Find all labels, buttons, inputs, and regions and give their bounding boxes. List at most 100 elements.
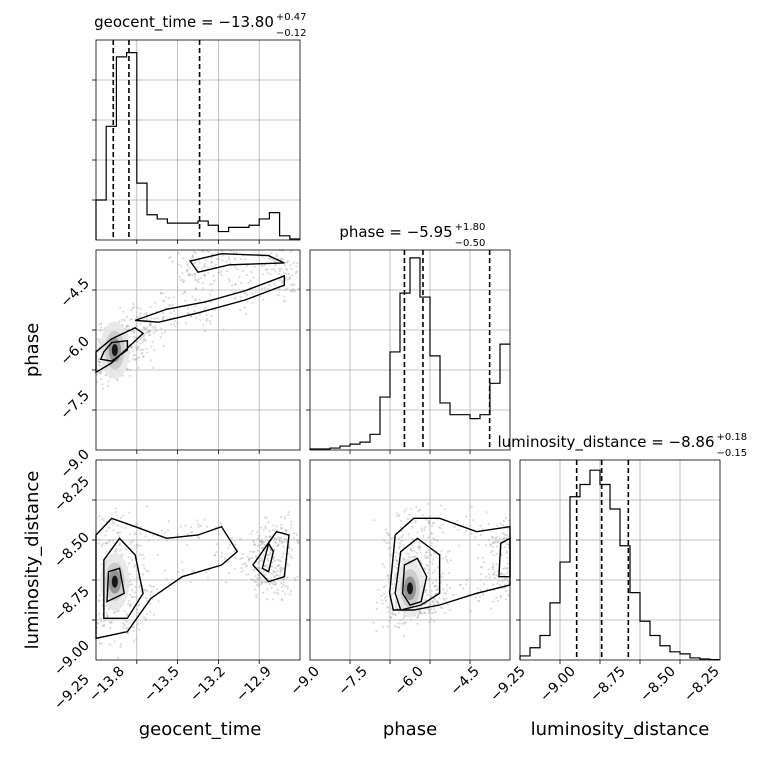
- luminosity_distance-vs-geocent_time-sample-point: [266, 588, 269, 591]
- luminosity_distance-vs-geocent_time-sample-point: [146, 599, 149, 602]
- luminosity_distance-vs-geocent_time-sample-point: [263, 564, 267, 568]
- luminosity_distance-vs-geocent_time-sample-point: [160, 529, 163, 532]
- phase-vs-geocent_time-sample-point: [210, 261, 213, 264]
- luminosity_distance-vs-geocent_time-sample-point: [189, 581, 192, 584]
- luminosity_distance-vs-geocent_time-sample-point: [281, 552, 285, 555]
- luminosity_distance-vs-geocent_time-sample-point: [274, 571, 277, 574]
- luminosity_distance-vs-phase-sample-point: [495, 573, 498, 577]
- luminosity_distance-vs-geocent_time-sample-point: [114, 511, 117, 514]
- luminosity_distance-vs-phase-sample-point: [501, 579, 504, 582]
- phase-vs-geocent_time-sample-point: [213, 308, 216, 312]
- phase-vs-geocent_time-sample-point: [143, 313, 146, 316]
- luminosity_distance-vs-phase-sample-point: [388, 577, 391, 580]
- luminosity_distance-vs-geocent_time-sample-point: [253, 543, 256, 547]
- phase-vs-geocent_time-sample-point: [239, 308, 242, 312]
- luminosity_distance-vs-geocent_time-sample-point: [197, 525, 200, 528]
- phase-vs-geocent_time-sample-point: [135, 322, 138, 325]
- phase-vs-geocent_time-sample-point: [278, 267, 281, 270]
- phase-vs-geocent_time-sample-point: [239, 257, 242, 261]
- phase-vs-geocent_time-sample-point: [264, 268, 267, 271]
- luminosity_distance-vs-phase-sample-point: [373, 519, 376, 522]
- luminosity_distance-vs-geocent_time-sample-point: [205, 571, 208, 574]
- luminosity_distance-vs-geocent_time-sample-point: [165, 578, 168, 581]
- luminosity_distance-vs-geocent_time-sample-point: [111, 521, 114, 524]
- phase-vs-geocent_time-sample-point: [245, 273, 249, 277]
- luminosity_distance-vs-geocent_time-sample-point: [256, 581, 259, 584]
- luminosity_distance-vs-phase-sample-point: [435, 588, 439, 591]
- luminosity_distance-vs-phase-sample-point: [481, 556, 484, 560]
- luminosity_distance-vs-geocent_time-sample-point: [268, 583, 271, 586]
- luminosity_distance-vs-geocent_time-sample-point: [96, 621, 99, 624]
- phase-vs-geocent_time-sample-point: [131, 329, 134, 333]
- luminosity_distance-vs-geocent_time-sample-point: [113, 550, 117, 553]
- luminosity_distance-vs-geocent_time-sample-point: [97, 538, 101, 541]
- luminosity_distance-vs-geocent_time-sample-point: [132, 565, 135, 568]
- luminosity_distance-vs-phase-sample-point: [395, 512, 398, 515]
- phase-vs-geocent_time-sample-point: [128, 368, 132, 371]
- luminosity_distance-vs-phase-sample-point: [499, 571, 503, 575]
- phase-vs-geocent_time-sample-point: [142, 326, 145, 329]
- luminosity_distance-vs-geocent_time-sample-point: [106, 615, 109, 618]
- phase-vs-geocent_time-sample-point: [182, 280, 185, 284]
- luminosity_distance-vs-phase-sample-point: [487, 568, 490, 571]
- luminosity_distance-vs-phase-sample-point: [399, 525, 402, 529]
- luminosity_distance-vs-phase-sample-point: [432, 521, 435, 524]
- luminosity_distance-vs-phase-sample-point: [496, 582, 499, 585]
- phase-vs-geocent_time-sample-point: [195, 298, 198, 301]
- luminosity_distance-vs-phase-sample-point: [406, 518, 409, 521]
- luminosity_distance-vs-geocent_time-sample-point: [244, 565, 247, 568]
- luminosity_distance-vs-geocent_time-sample-point: [258, 539, 261, 543]
- luminosity_distance-vs-geocent_time-sample-point: [282, 581, 285, 584]
- luminosity_distance-vs-phase-sample-point: [434, 584, 438, 587]
- phase-vs-geocent_time-sample-point: [132, 331, 135, 334]
- luminosity_distance-vs-phase-sample-point: [394, 605, 397, 608]
- luminosity_distance-vs-phase-sample-point: [440, 575, 443, 579]
- luminosity_distance-vs-geocent_time-sample-point: [261, 542, 264, 545]
- luminosity_distance-vs-phase-sample-point: [424, 603, 427, 606]
- luminosity_distance-vs-geocent_time-sample-point: [249, 557, 252, 560]
- luminosity_distance-vs-phase-sample-point: [443, 592, 446, 595]
- luminosity_distance-vs-geocent_time-sample-point: [270, 565, 273, 568]
- phase-vs-geocent_time-sample-point: [216, 257, 219, 260]
- phase-vs-geocent_time-sample-point: [98, 364, 102, 367]
- luminosity_distance-vs-phase-sample-point: [445, 597, 448, 600]
- luminosity_distance-vs-phase-sample-point: [398, 542, 402, 545]
- luminosity_distance-vs-phase-sample-point: [395, 601, 398, 605]
- luminosity_distance-vs-geocent_time-sample-point: [285, 540, 288, 543]
- phase-vs-geocent_time-sample-point: [253, 265, 256, 268]
- luminosity_distance-vs-phase-sample-point: [441, 557, 444, 560]
- phase-vs-geocent_time-sample-point: [219, 270, 223, 273]
- luminosity_distance-vs-phase-sample-point: [503, 537, 506, 540]
- phase-vs-geocent_time-sample-point: [292, 289, 295, 292]
- luminosity_distance-vs-phase-sample-point: [419, 611, 422, 614]
- luminosity_distance-vs-geocent_time-sample-point: [262, 591, 265, 594]
- luminosity_distance-vs-geocent_time-sample-point: [271, 561, 274, 564]
- luminosity_distance-vs-phase-sample-point: [418, 611, 421, 614]
- luminosity_distance-vs-geocent_time-sample-point: [281, 589, 284, 592]
- luminosity_distance-vs-geocent_time-sample-point: [129, 543, 132, 546]
- luminosity_distance-vs-phase-sample-point: [402, 622, 406, 625]
- luminosity_distance-vs-phase-sample-point: [479, 524, 482, 528]
- luminosity_distance-vs-geocent_time-sample-point: [250, 578, 253, 581]
- phase-vs-geocent_time-sample-point: [234, 283, 237, 286]
- phase-vs-geocent_time-sample-point: [136, 306, 139, 309]
- phase-vs-geocent_time-contour-line: [134, 274, 286, 323]
- phase-vs-geocent_time-sample-point: [104, 374, 107, 377]
- luminosity_distance-vs-geocent_time-sample-point: [267, 521, 270, 524]
- luminosity_distance-vs-geocent_time-sample-point: [264, 526, 268, 530]
- luminosity_distance-vs-geocent_time-sample-point: [119, 542, 122, 545]
- luminosity_distance-vs-geocent_time-sample-point: [120, 525, 123, 528]
- phase-vs-geocent_time-sample-point: [203, 273, 206, 276]
- luminosity_distance-vs-phase-sample-point: [409, 548, 412, 551]
- luminosity_distance-vs-phase-sample-point: [389, 616, 392, 619]
- luminosity_distance-vs-phase-sample-point: [411, 546, 415, 549]
- phase-vs-geocent_time-sample-point: [177, 263, 180, 266]
- phase-vs-geocent_time-sample-point: [162, 315, 165, 318]
- luminosity_distance-vs-phase-sample-point: [506, 566, 509, 569]
- phase-vs-geocent_time-sample-point: [218, 271, 221, 274]
- luminosity_distance-vs-geocent_time-sample-point: [296, 575, 299, 578]
- luminosity_distance-vs-geocent_time-sample-point: [220, 555, 223, 558]
- luminosity_distance-vs-geocent_time-sample-point: [264, 525, 267, 528]
- luminosity_distance-vs-phase-sample-point: [418, 548, 421, 551]
- luminosity_distance-vs-phase-sample-point: [411, 538, 414, 541]
